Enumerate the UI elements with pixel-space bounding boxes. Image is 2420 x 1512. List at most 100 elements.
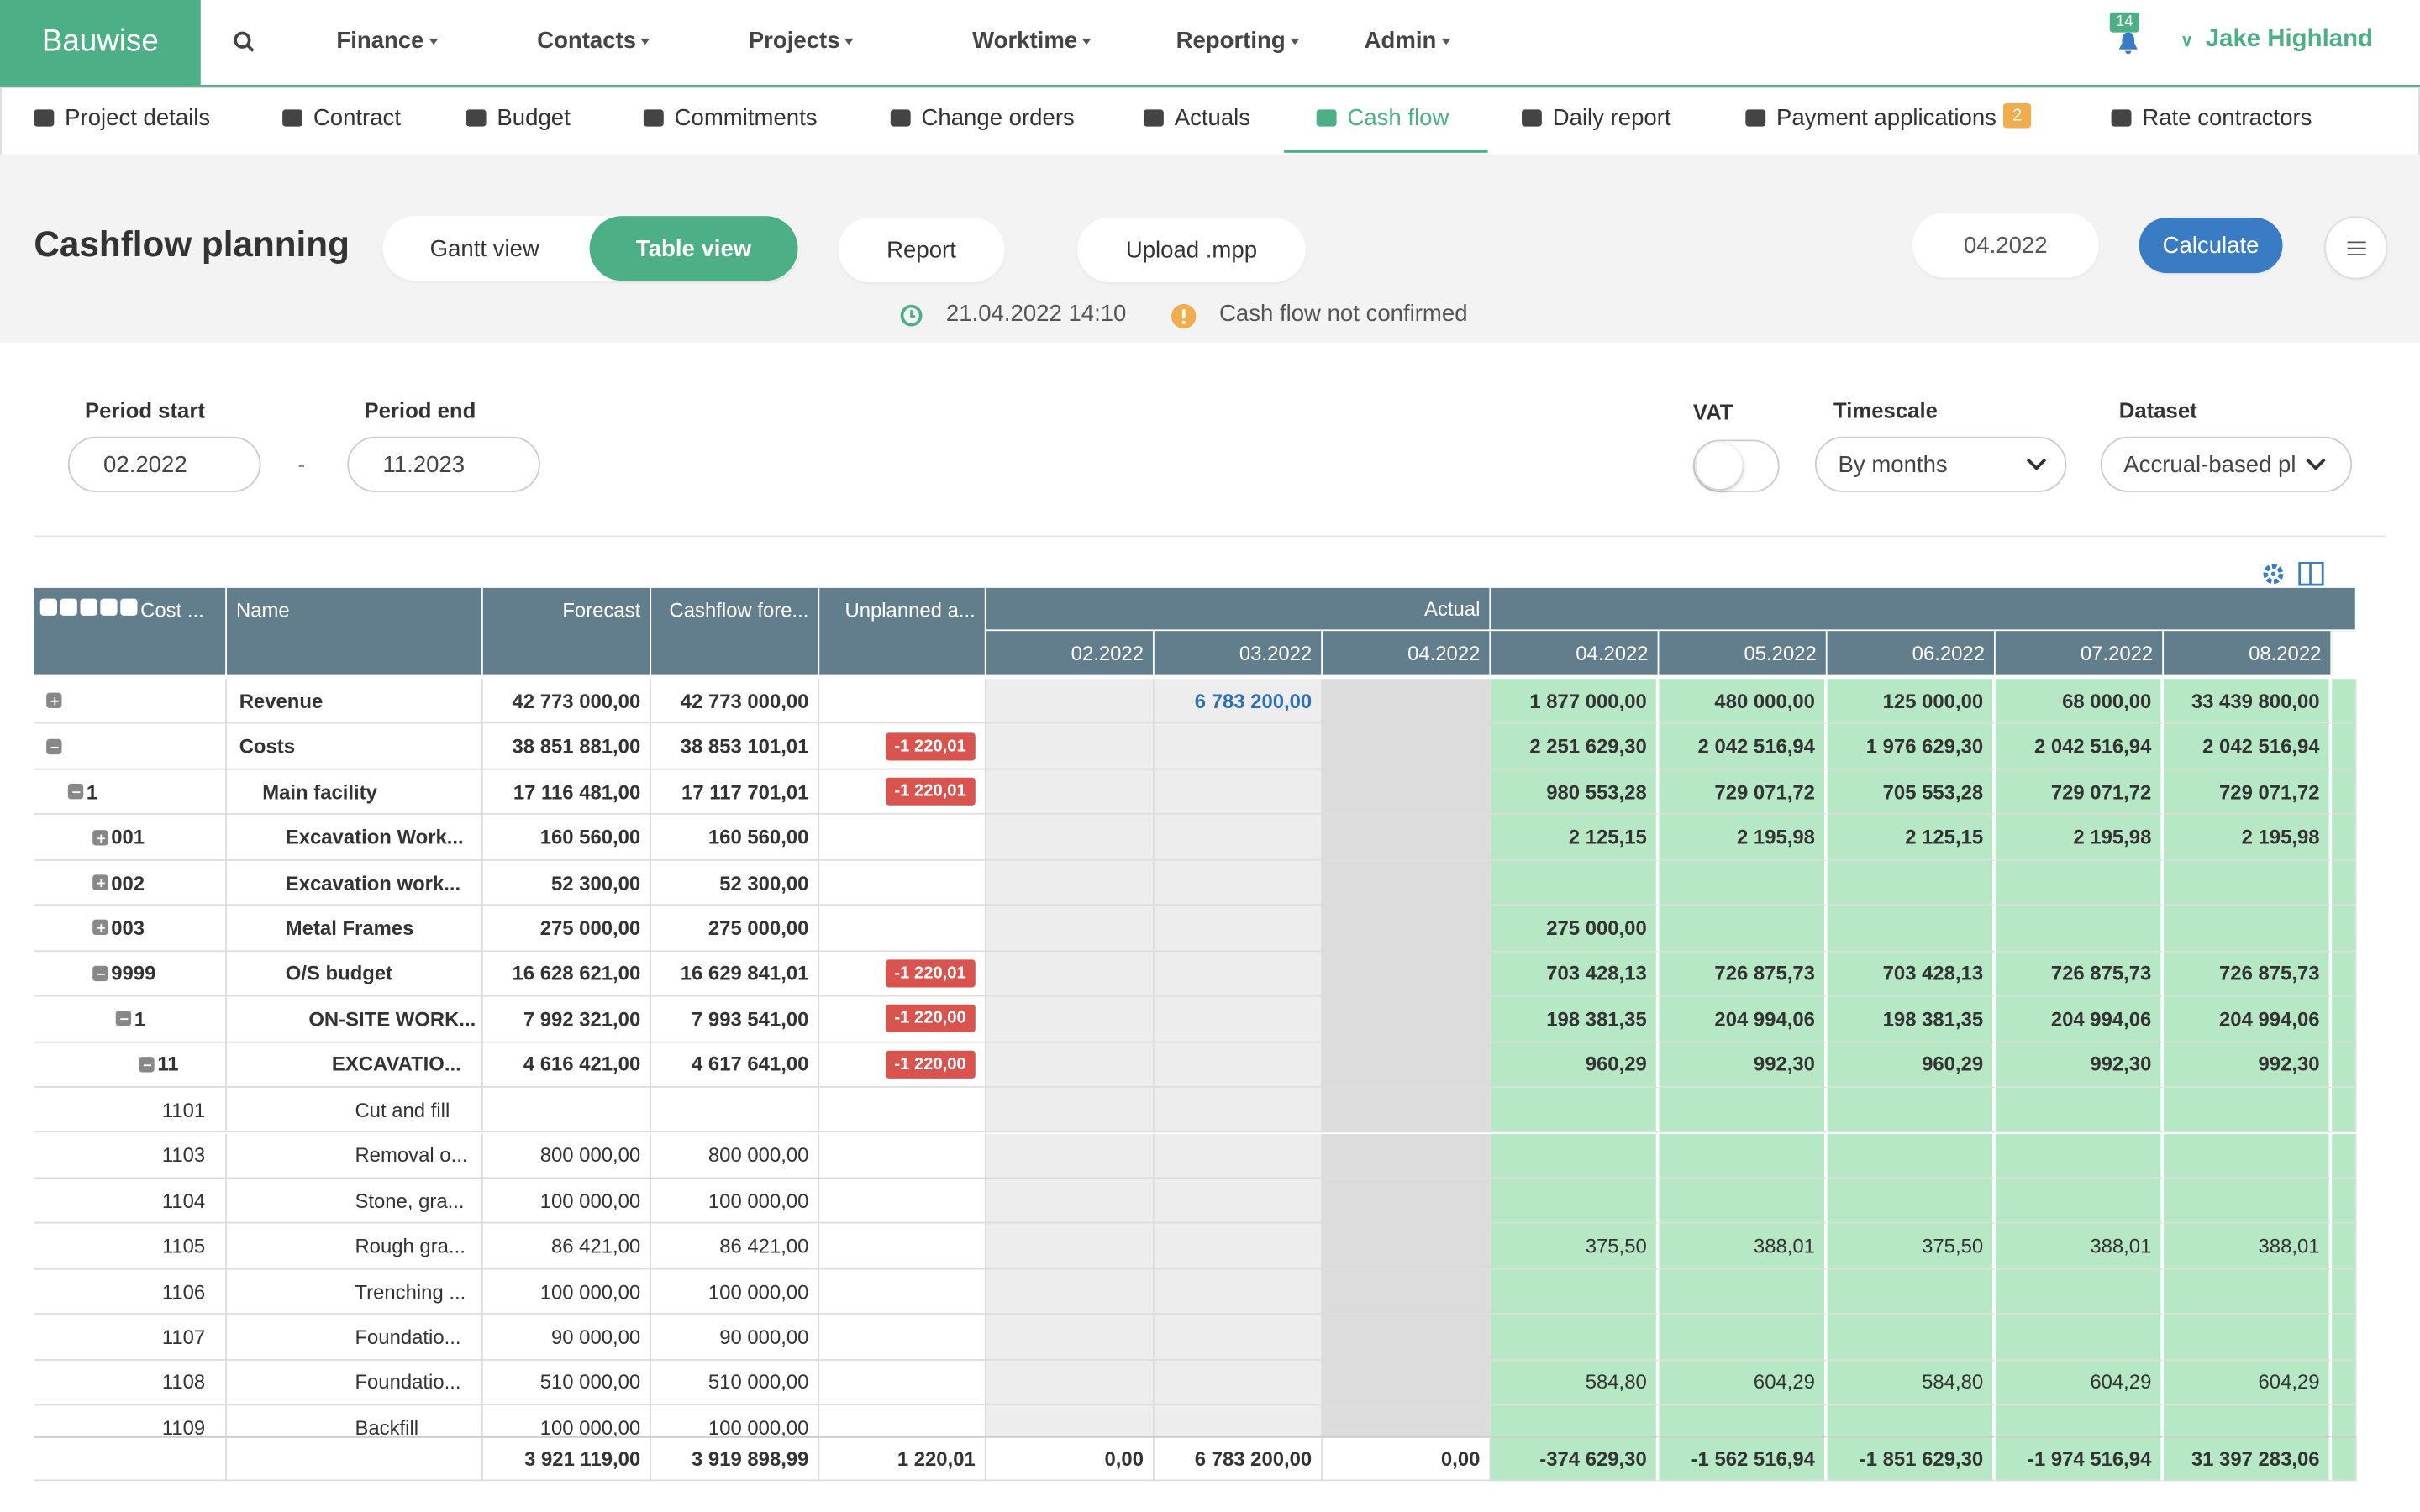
value-cell xyxy=(1155,1179,1323,1224)
value-cell: 800 000,00 xyxy=(651,1133,819,1179)
expand-toggle[interactable] xyxy=(139,1057,154,1072)
text: 992,30 xyxy=(2259,1053,2320,1076)
text: 52 300,00 xyxy=(719,871,808,895)
value-cell: 38 851 881,00 xyxy=(483,724,651,769)
period-end-input[interactable]: 11.2023 xyxy=(347,437,540,492)
value-cell xyxy=(1828,1269,1996,1315)
value-cell xyxy=(1155,1315,1323,1360)
expand-toggle[interactable] xyxy=(92,874,108,890)
nav-item[interactable]: Finance xyxy=(336,28,438,54)
value-cell xyxy=(1659,1133,1827,1179)
text: -1 220,01 xyxy=(885,778,975,806)
name-cell: EXCAVATIO... xyxy=(227,1042,483,1088)
nav-item[interactable]: Worktime xyxy=(972,28,1092,54)
text: 275 000,00 xyxy=(708,916,809,940)
dataset-select[interactable]: Accrual-based pl xyxy=(2101,437,2352,492)
expand-toggle[interactable] xyxy=(116,1011,131,1026)
bell-icon[interactable] xyxy=(2118,31,2139,55)
cost-code-cell: 002 xyxy=(34,861,227,906)
variance-badge-cell: -1 220,01 xyxy=(819,769,986,815)
gantt-view-button[interactable]: Gantt view xyxy=(383,216,587,281)
expand-toggle[interactable] xyxy=(92,921,108,936)
value-cell xyxy=(986,1361,1155,1406)
value-cell xyxy=(1155,997,1323,1042)
upload-button[interactable]: Upload .mpp xyxy=(1077,218,1306,282)
tab[interactable]: Cash flow xyxy=(1317,105,1449,131)
nav-item[interactable]: Admin xyxy=(1365,28,1450,54)
tab[interactable]: Rate contractors xyxy=(2112,105,2312,131)
text: 204 994,06 xyxy=(2219,1007,2320,1031)
text: 705 553,28 xyxy=(1883,780,1984,804)
value-cell: 960,29 xyxy=(1491,1042,1659,1088)
value-cell xyxy=(2164,1179,2332,1224)
total-cell: 3 919 898,99 xyxy=(651,1436,819,1481)
tab[interactable]: Contract xyxy=(282,105,401,131)
value-cell: 275 000,00 xyxy=(651,906,819,952)
value-cell: 68 000,00 xyxy=(1996,679,2164,724)
expand-toggle[interactable] xyxy=(46,738,61,753)
text: 05.2022 xyxy=(1744,641,1816,664)
label: 04.2022 xyxy=(1964,232,2048,258)
date-picker[interactable]: 04.2022 xyxy=(1912,213,2099,277)
period-start-input[interactable]: 02.2022 xyxy=(68,437,261,492)
text: 02.2022 xyxy=(1071,641,1144,664)
vat-toggle[interactable] xyxy=(1693,439,1780,491)
table-tools[interactable] xyxy=(2261,560,2331,588)
nav-item[interactable]: Contacts xyxy=(537,28,650,54)
tab[interactable]: Commitments xyxy=(644,105,818,131)
text: 960,29 xyxy=(1922,1053,1983,1076)
value-cell: 86 421,00 xyxy=(483,1224,651,1269)
cost-code-cell: 1109 xyxy=(34,1406,227,1436)
value-cell xyxy=(819,1361,986,1406)
text: 100 000,00 xyxy=(708,1416,809,1436)
expand-toggle[interactable] xyxy=(68,784,83,799)
text: Daily report xyxy=(1553,105,1671,131)
value-cell xyxy=(819,1315,986,1360)
table-view-button[interactable]: Table view xyxy=(590,216,798,281)
text: 1108 xyxy=(162,1371,205,1394)
timescale-select[interactable]: By months xyxy=(1815,437,2066,492)
value-cell xyxy=(986,861,1155,906)
nav-item[interactable]: Projects xyxy=(749,28,854,54)
expand-toggle[interactable] xyxy=(92,966,108,981)
value-cell: 100 000,00 xyxy=(483,1269,651,1315)
value-cell: 204 994,06 xyxy=(2164,997,2332,1042)
text: 800 000,00 xyxy=(540,1143,641,1167)
value-cell xyxy=(2332,997,2356,1042)
tab[interactable]: Change orders xyxy=(891,105,1075,131)
month-header: 05.2022 xyxy=(1659,631,1827,675)
expand-toggle[interactable] xyxy=(92,829,108,844)
settings-button[interactable] xyxy=(2324,216,2387,279)
value-cell xyxy=(1996,906,2164,952)
report-button[interactable]: Report xyxy=(838,218,1004,282)
cost-code-cell: 001 xyxy=(34,815,227,860)
text: 204 994,06 xyxy=(1714,1007,1815,1031)
text: Unplanned a... xyxy=(844,599,975,622)
cost-code-cell: 1105 xyxy=(34,1224,227,1269)
value-cell xyxy=(1155,1042,1323,1088)
tab[interactable]: Budget xyxy=(466,105,571,131)
tab[interactable]: Payment applications xyxy=(1745,105,1996,131)
search-icon[interactable] xyxy=(233,31,255,53)
value-cell: 480 000,00 xyxy=(1659,679,1827,724)
logo[interactable]: Bauwise xyxy=(0,0,201,85)
tab[interactable]: Project details xyxy=(34,105,210,131)
name-cell: Rough gra... xyxy=(227,1224,483,1269)
calculate-button[interactable]: Calculate xyxy=(2139,218,2283,273)
column-header: Cost ... xyxy=(34,588,227,676)
user-menu[interactable]: ∨Jake Highland xyxy=(2181,26,2373,54)
nav-item[interactable]: Reporting xyxy=(1176,28,1300,54)
text: 726 875,73 xyxy=(2051,962,2152,985)
value-cell: 1 877 000,00 xyxy=(1491,679,1659,724)
tab[interactable]: Actuals xyxy=(1144,105,1250,131)
expand-toggle[interactable] xyxy=(46,693,61,708)
value-cell xyxy=(1155,1133,1323,1179)
total-cell: 6 783 200,00 xyxy=(1155,1436,1323,1481)
tab[interactable]: Daily report xyxy=(1522,105,1671,131)
value-cell xyxy=(2332,1224,2356,1269)
value-cell xyxy=(1659,1269,1827,1315)
value-cell xyxy=(2332,1088,2356,1133)
text: 03.2022 xyxy=(1239,641,1312,664)
